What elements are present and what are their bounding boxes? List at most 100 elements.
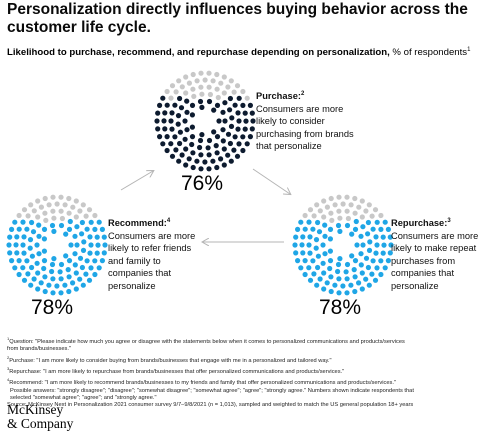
dot-filled: [227, 95, 233, 102]
dot-filled: [228, 158, 234, 164]
dot-filled: [41, 258, 48, 264]
recommend-desc-line: likely to refer friends: [108, 243, 192, 254]
dot-filled: [28, 282, 34, 288]
dot-empty: [73, 214, 79, 220]
dot-filled: [236, 118, 242, 124]
dot-filled: [29, 219, 35, 226]
dot-filled: [374, 219, 380, 225]
dot-filled: [198, 166, 204, 172]
dot-filled: [385, 226, 391, 232]
dot-empty: [231, 89, 237, 95]
dot-empty: [62, 202, 68, 208]
dot-filled: [88, 242, 94, 248]
mckinsey-logo: McKinsey & Company: [7, 403, 73, 431]
dot-filled: [344, 261, 351, 268]
repurchase-desc-line: Consumers are more: [391, 230, 479, 241]
dot-empty: [324, 204, 330, 210]
dot-filled: [240, 147, 246, 154]
dot-filled: [66, 226, 73, 232]
dot-filled: [311, 271, 317, 277]
dot-filled: [161, 118, 167, 124]
dot-filled: [94, 234, 100, 240]
dot-filled: [293, 250, 299, 256]
dot-filled: [155, 126, 161, 132]
dot-filled: [293, 234, 299, 240]
dot-filled: [54, 283, 60, 289]
footnote-line: 4Recommend: "I am more likely to recomme…: [7, 377, 396, 387]
dot-filled: [365, 231, 371, 237]
dot-filled: [359, 270, 365, 276]
dot-filled: [29, 253, 35, 259]
dot-filled: [184, 109, 190, 115]
dot-empty: [378, 212, 384, 219]
dot-filled: [247, 134, 253, 140]
dot-filled: [13, 242, 19, 248]
chart-subtitle: Likelihood to purchase, recommend, and r…: [7, 44, 477, 59]
dot-filled: [236, 141, 242, 147]
dot-filled: [332, 282, 338, 288]
dot-filled: [16, 271, 22, 278]
dot-filled: [307, 234, 313, 240]
dot-filled: [41, 248, 48, 254]
dot-filled: [213, 143, 219, 149]
dot-filled: [160, 95, 166, 101]
dot-empty: [66, 195, 72, 202]
dot-filled: [189, 102, 196, 108]
dot-filled: [328, 288, 334, 295]
dot-filled: [99, 258, 105, 264]
dot-filled: [352, 288, 358, 295]
dot-filled: [218, 156, 224, 162]
purchase-dot-circle: [154, 70, 256, 172]
dot-filled: [359, 286, 365, 292]
dot-filled: [374, 242, 380, 248]
dot-filled: [183, 146, 189, 152]
dot-filled: [388, 242, 394, 248]
dot-filled: [63, 231, 69, 237]
dot-filled: [302, 258, 308, 264]
dot-filled: [16, 258, 22, 264]
dot-filled: [302, 271, 308, 278]
dot-filled: [194, 158, 200, 164]
dot-filled: [370, 258, 376, 264]
dot-empty: [42, 195, 48, 202]
footnote-line: 2Purchase: "I am more likely to consider…: [7, 354, 332, 364]
footnote-line: 3Repurchase: "I am more likely to repurc…: [7, 366, 345, 375]
purchase-description: Purchase:2 Consumers are more likely to …: [256, 88, 354, 153]
dot-filled: [351, 267, 357, 273]
purchase-desc-line: Consumers are more: [256, 103, 344, 114]
dot-filled: [66, 274, 72, 280]
dot-filled: [164, 147, 170, 154]
dot-filled: [182, 136, 188, 142]
dot-filled: [16, 226, 22, 232]
dot-filled: [164, 102, 170, 108]
dot-filled: [322, 222, 328, 228]
dot-filled: [96, 265, 102, 271]
dot-empty: [345, 215, 351, 222]
dot-empty: [215, 94, 221, 101]
dot-filled: [337, 228, 343, 234]
dot-filled: [62, 282, 68, 288]
dot-empty: [73, 198, 79, 204]
dot-filled: [344, 222, 351, 229]
dot-filled: [27, 237, 34, 243]
dot-filled: [25, 271, 31, 277]
dot-filled: [216, 118, 222, 124]
dot-filled: [14, 234, 20, 240]
dot-filled: [214, 150, 220, 156]
dot-filled: [210, 158, 216, 164]
dot-filled: [298, 219, 304, 225]
dot-filled: [306, 242, 312, 248]
footnote-line: Source: McKinsey Next in Personalization…: [7, 402, 414, 409]
dot-filled: [211, 129, 217, 135]
dot-filled: [51, 256, 57, 262]
dot-filled: [302, 226, 308, 232]
dot-filled: [227, 140, 233, 147]
dot-empty: [372, 207, 379, 213]
dot-empty: [328, 210, 334, 216]
dot-filled: [92, 258, 98, 264]
dot-filled: [73, 270, 79, 276]
dot-empty: [352, 195, 358, 202]
dot-filled: [74, 224, 80, 230]
dot-filled: [36, 233, 42, 239]
dot-filled: [12, 219, 18, 225]
